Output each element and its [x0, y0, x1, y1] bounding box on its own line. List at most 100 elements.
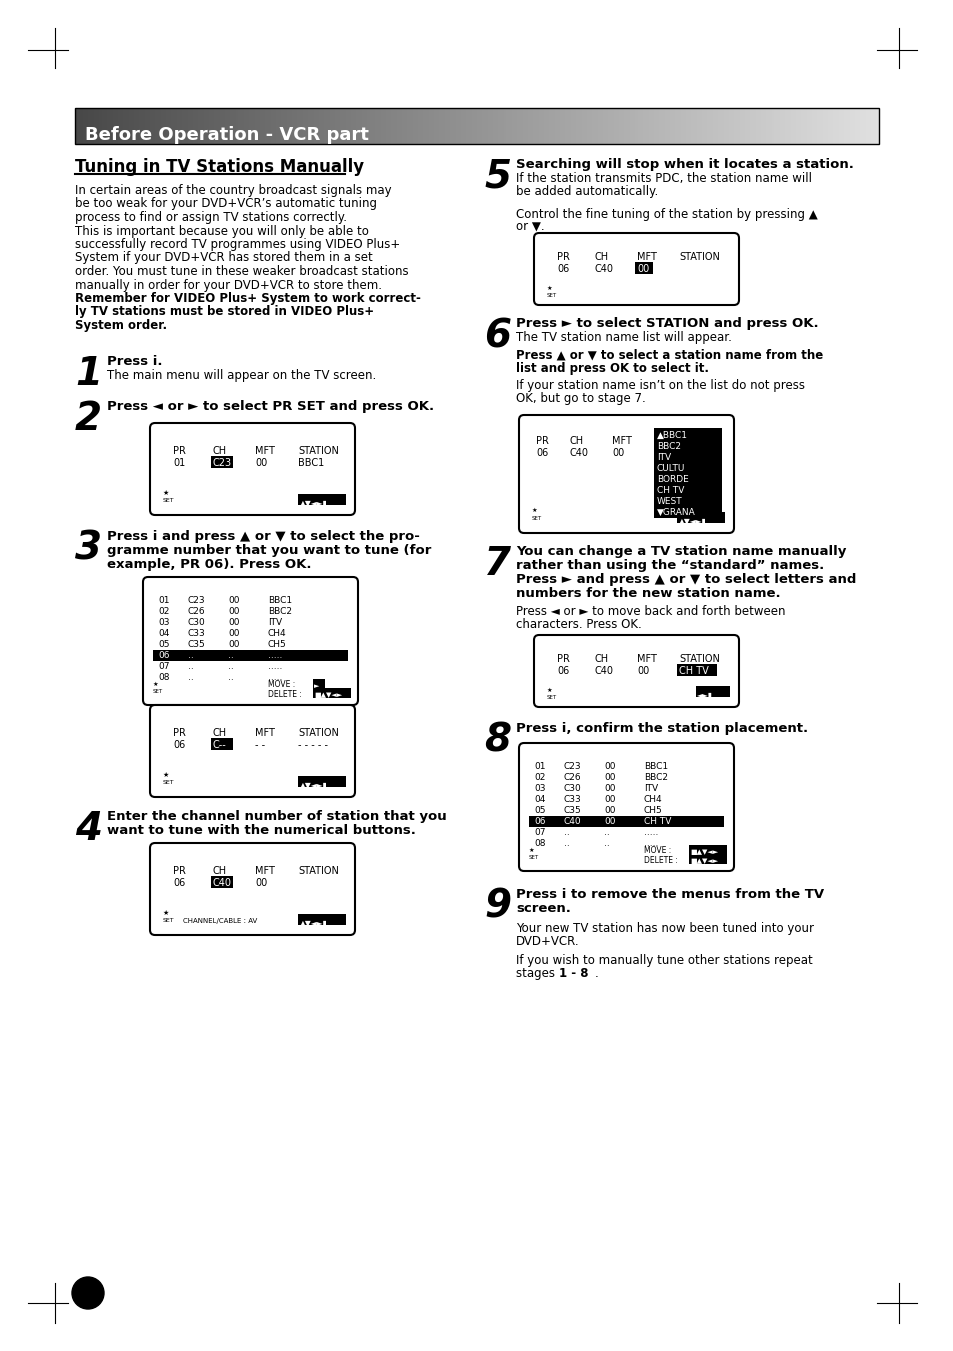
- Text: 00: 00: [228, 607, 239, 616]
- Bar: [758, 108, 760, 145]
- Bar: [763, 108, 766, 145]
- Text: STATION: STATION: [297, 728, 338, 738]
- Bar: [145, 108, 148, 145]
- Bar: [300, 108, 303, 145]
- Bar: [484, 108, 488, 145]
- Bar: [372, 108, 375, 145]
- Bar: [394, 108, 396, 145]
- Bar: [110, 108, 112, 145]
- Text: STATION: STATION: [679, 654, 720, 663]
- Text: BBC1: BBC1: [268, 596, 292, 605]
- Bar: [340, 108, 343, 145]
- Text: WEST: WEST: [657, 497, 682, 507]
- Bar: [209, 108, 212, 145]
- Text: MOVE :: MOVE :: [643, 846, 671, 855]
- Text: 08: 08: [534, 839, 545, 848]
- Bar: [415, 108, 418, 145]
- FancyBboxPatch shape: [534, 635, 739, 707]
- Bar: [410, 108, 413, 145]
- Text: SET: SET: [546, 293, 557, 299]
- Bar: [436, 108, 439, 145]
- Bar: [506, 108, 509, 145]
- Bar: [621, 108, 624, 145]
- Text: 1 - 8: 1 - 8: [558, 967, 588, 979]
- Text: Press i.: Press i.: [107, 355, 162, 367]
- Text: C23: C23: [188, 596, 206, 605]
- Bar: [228, 108, 231, 145]
- Bar: [450, 108, 453, 145]
- Text: CH: CH: [569, 436, 583, 446]
- Bar: [635, 108, 638, 145]
- Bar: [704, 108, 707, 145]
- Bar: [77, 108, 81, 145]
- FancyBboxPatch shape: [150, 843, 355, 935]
- Bar: [734, 108, 737, 145]
- Text: C33: C33: [563, 794, 581, 804]
- Bar: [522, 108, 525, 145]
- Text: STATION: STATION: [297, 866, 338, 875]
- Bar: [284, 108, 287, 145]
- Text: 00: 00: [228, 617, 239, 627]
- Bar: [860, 108, 862, 145]
- Bar: [313, 688, 351, 698]
- Text: .....: .....: [643, 828, 658, 838]
- Bar: [790, 108, 793, 145]
- Bar: [222, 108, 225, 145]
- Text: C33: C33: [188, 630, 206, 638]
- Bar: [747, 108, 750, 145]
- Text: ►: ►: [314, 684, 319, 689]
- Bar: [132, 108, 134, 145]
- Bar: [529, 816, 723, 827]
- Text: Press i, confirm the station placement.: Press i, confirm the station placement.: [516, 721, 807, 735]
- Text: 06: 06: [534, 817, 545, 825]
- Bar: [554, 108, 558, 145]
- Text: 07: 07: [534, 828, 545, 838]
- Bar: [722, 108, 726, 145]
- Bar: [817, 108, 820, 145]
- Bar: [214, 108, 217, 145]
- Bar: [691, 108, 694, 145]
- Bar: [873, 108, 876, 145]
- Bar: [75, 108, 78, 145]
- Bar: [399, 108, 402, 145]
- Text: PR: PR: [172, 728, 186, 738]
- Bar: [401, 108, 405, 145]
- Bar: [774, 108, 777, 145]
- Bar: [327, 108, 330, 145]
- Text: .....: .....: [643, 839, 658, 848]
- Text: MFT: MFT: [254, 866, 274, 875]
- Bar: [244, 108, 247, 145]
- Bar: [672, 108, 675, 145]
- Bar: [760, 108, 763, 145]
- Text: 00: 00: [254, 458, 267, 467]
- Text: Enter the channel number of station that you: Enter the channel number of station that…: [107, 811, 446, 823]
- Text: OK, but go to stage 7.: OK, but go to stage 7.: [516, 392, 645, 405]
- Bar: [750, 108, 753, 145]
- Bar: [86, 108, 89, 145]
- Text: 05: 05: [534, 807, 545, 815]
- Text: numbers for the new station name.: numbers for the new station name.: [516, 586, 780, 600]
- Text: Your new TV station has now been tuned into your: Your new TV station has now been tuned i…: [516, 921, 813, 935]
- Bar: [602, 108, 605, 145]
- Text: ★: ★: [546, 688, 552, 693]
- Bar: [597, 108, 600, 145]
- Bar: [463, 108, 466, 145]
- Bar: [487, 108, 491, 145]
- Bar: [193, 108, 196, 145]
- Bar: [278, 108, 281, 145]
- Text: SET: SET: [163, 917, 174, 923]
- Bar: [241, 108, 244, 145]
- Text: ..: ..: [228, 662, 233, 671]
- Bar: [648, 108, 651, 145]
- Bar: [514, 108, 517, 145]
- Bar: [592, 108, 595, 145]
- Bar: [642, 108, 646, 145]
- Bar: [820, 108, 822, 145]
- Text: DELETE :: DELETE :: [268, 690, 301, 698]
- Bar: [142, 108, 145, 145]
- Text: MFT: MFT: [612, 436, 631, 446]
- Bar: [139, 108, 142, 145]
- Bar: [102, 108, 105, 145]
- Text: 07: 07: [158, 662, 170, 671]
- Text: 01: 01: [158, 596, 170, 605]
